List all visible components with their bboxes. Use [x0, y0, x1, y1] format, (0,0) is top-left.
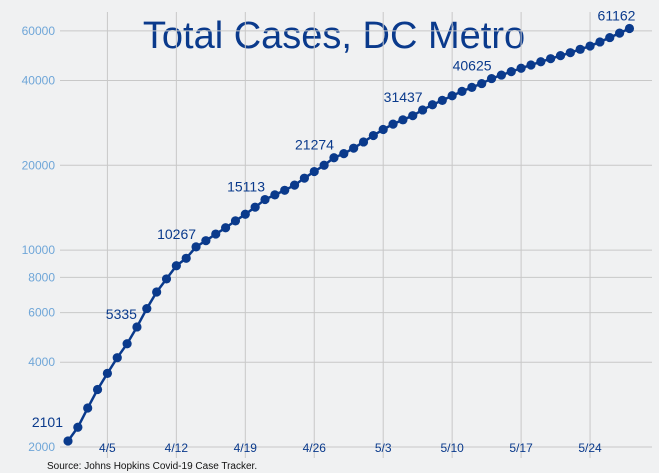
- x-tick-label: 5/17: [509, 441, 533, 455]
- data-point: [112, 353, 122, 363]
- data-point: [142, 303, 152, 314]
- data-point: [536, 57, 546, 67]
- data-point: [280, 185, 290, 195]
- data-point: [388, 119, 398, 129]
- y-tick-label: 60000: [22, 24, 56, 38]
- data-point: [329, 153, 339, 163]
- data-point: [624, 23, 635, 34]
- data-point: [585, 41, 595, 51]
- data-point: [477, 78, 487, 89]
- y-tick-label: 10000: [22, 243, 56, 257]
- grid: [60, 12, 652, 458]
- x-tick-label: 4/5: [99, 441, 116, 455]
- data-point: [368, 130, 378, 141]
- x-tick-label: 5/10: [440, 441, 464, 455]
- data-point: [289, 180, 300, 190]
- data-point: [63, 436, 73, 446]
- data-point: [240, 209, 250, 219]
- x-tick-label: 4/19: [234, 441, 258, 455]
- data-point: [132, 322, 142, 332]
- data-point: [506, 67, 516, 77]
- data-label: 10267: [157, 226, 196, 242]
- data-label: 61162: [598, 8, 636, 24]
- x-tick-label: 4/26: [303, 441, 327, 455]
- data-point: [171, 261, 181, 271]
- data-point: [457, 86, 467, 96]
- data-point: [408, 111, 418, 121]
- data-point: [437, 95, 447, 105]
- data-point: [496, 70, 506, 80]
- y-tick-label: 6000: [28, 306, 55, 320]
- y-axis: 2000 4000 6000 8000 10000 20000 40000 60000: [22, 24, 56, 454]
- data-point: [418, 105, 428, 115]
- data-point: [358, 137, 369, 147]
- data-point: [516, 63, 526, 73]
- data-label: 2101: [32, 414, 63, 430]
- data-point: [191, 242, 201, 252]
- y-tick-label: 4000: [28, 355, 55, 369]
- data-point: [122, 339, 132, 349]
- data-label: 15113: [227, 179, 265, 195]
- data-point: [92, 384, 103, 395]
- y-tick-label: 40000: [22, 73, 56, 87]
- data-point: [221, 223, 231, 233]
- data-point: [161, 274, 172, 284]
- y-tick-label: 2000: [28, 440, 55, 454]
- data-point: [299, 173, 309, 183]
- chart-title: Total Cases, DC Metro: [143, 15, 525, 57]
- data-point: [595, 37, 605, 47]
- data-point: [309, 166, 319, 177]
- data-point: [427, 100, 438, 110]
- data-point: [211, 229, 221, 239]
- source-note: Source: Johns Hopkins Covid-19 Case Trac…: [47, 461, 257, 472]
- data-label: 21274: [295, 137, 334, 153]
- data-point: [378, 124, 388, 135]
- data-point: [349, 143, 359, 153]
- data-point: [486, 73, 497, 84]
- data-point: [565, 48, 575, 58]
- data-point: [260, 194, 270, 205]
- x-axis: 4/5 4/12 4/19 4/26 5/3 5/10 5/17 5/24: [99, 441, 602, 455]
- data-point: [73, 422, 83, 432]
- data-point: [447, 91, 457, 101]
- data-point: [605, 32, 615, 43]
- data-point: [201, 236, 211, 246]
- data-point: [181, 253, 191, 263]
- data-point: [83, 403, 93, 413]
- series-total-cases: [63, 23, 635, 446]
- data-label: 40625: [453, 58, 492, 74]
- data-label: 5335: [106, 306, 137, 322]
- data-point: [398, 115, 408, 125]
- data-point: [319, 160, 329, 170]
- data-point: [615, 28, 625, 38]
- data-point: [555, 51, 566, 61]
- data-label: 31437: [384, 89, 423, 105]
- data-point: [152, 287, 162, 297]
- y-tick-label: 8000: [28, 270, 55, 284]
- data-point: [546, 54, 556, 64]
- data-point: [575, 44, 585, 54]
- y-tick-label: 20000: [22, 158, 56, 172]
- x-tick-label: 5/24: [578, 441, 602, 455]
- data-point: [270, 190, 280, 200]
- x-tick-label: 4/12: [165, 441, 189, 455]
- data-point: [250, 202, 260, 212]
- data-point: [467, 82, 477, 92]
- data-labels: 2101 5335 10267 15113 21274 31437 40625 61162: [32, 8, 636, 430]
- x-tick-label: 5/3: [375, 441, 392, 455]
- data-point: [102, 368, 112, 378]
- data-point: [526, 60, 536, 70]
- data-point: [339, 149, 349, 159]
- data-point: [230, 216, 241, 226]
